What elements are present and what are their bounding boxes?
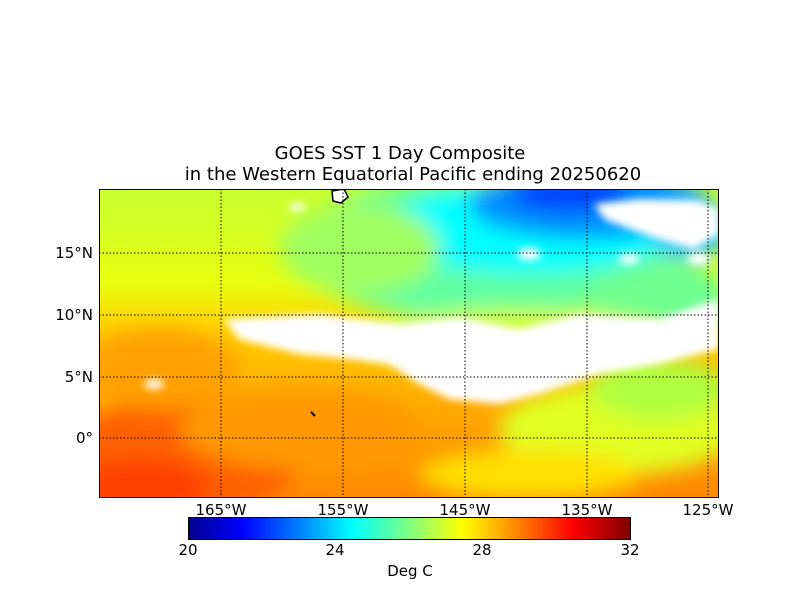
lon-label-125w: 125°W — [682, 501, 734, 519]
colorbar-tick-28: 28 — [472, 541, 492, 559]
lat-label-0: 0° — [75, 429, 93, 447]
map-title: GOES SST 1 Day Composite — [274, 143, 526, 164]
lon-label-135w: 135°W — [561, 501, 613, 519]
sst-field — [99, 189, 719, 498]
map-subtitle: in the Western Equatorial Pacific ending… — [184, 164, 642, 185]
lon-label-155w: 155°W — [317, 501, 369, 519]
lon-label-145w: 145°W — [439, 501, 491, 519]
lon-label-165w: 165°W — [195, 501, 247, 519]
graticule — [99, 189, 719, 498]
colorbar-tick-24: 24 — [325, 541, 345, 559]
lat-label-15n: 15°N — [55, 244, 93, 262]
colorbar — [188, 517, 631, 540]
map-frame — [99, 189, 719, 498]
colorbar-tick-32: 32 — [620, 541, 640, 559]
colorbar-tick-20: 20 — [178, 541, 198, 559]
lat-label-10n: 10°N — [55, 306, 93, 324]
lat-label-5n: 5°N — [64, 368, 93, 386]
colorbar-unit-label: Deg C — [387, 562, 433, 580]
sst-map — [99, 189, 719, 498]
